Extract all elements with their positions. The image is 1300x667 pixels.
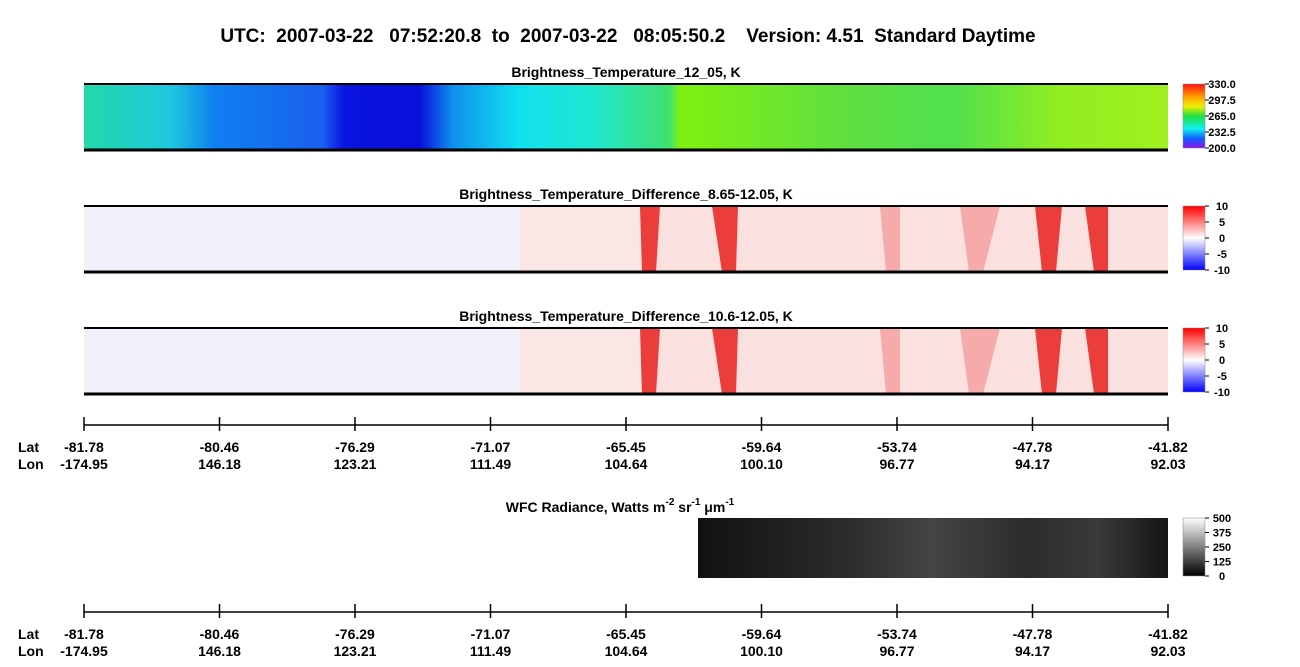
wfc-colorbar <box>1182 517 1206 577</box>
colorbar-tick-label: 0 <box>1219 571 1225 583</box>
colorbar-tick-label: 5 <box>1219 339 1225 351</box>
lon-value: 94.17 <box>1015 643 1050 659</box>
strip-region <box>520 206 650 272</box>
lon-value: 100.10 <box>740 456 783 472</box>
lon-value: 94.17 <box>1015 456 1050 472</box>
lat-value: -81.78 <box>64 626 104 642</box>
colorbar-tick-label: 10 <box>1216 201 1228 213</box>
lat-value: -71.07 <box>471 439 511 455</box>
panel-title: Brightness_Temperature_12_05, K <box>511 64 740 80</box>
lat-value: -59.64 <box>742 439 782 455</box>
colorbar-tick-label: 125 <box>1213 557 1231 569</box>
strip-image <box>84 84 1168 150</box>
lat-value: -76.29 <box>335 626 375 642</box>
colorbar-tick-label: -10 <box>1214 387 1230 399</box>
lon-value: -174.95 <box>60 456 108 472</box>
lat-value: -41.82 <box>1148 626 1188 642</box>
colorbar-tick-label: 265.0 <box>1208 111 1236 123</box>
colorbar-tick-label: 232.5 <box>1208 127 1236 139</box>
lon-value: 96.77 <box>879 643 914 659</box>
strip-feature <box>880 206 900 272</box>
lat-value: -81.78 <box>64 439 104 455</box>
strip-feature <box>1035 206 1062 272</box>
wfc-title-part: WFC Radiance, Watts m <box>506 499 666 515</box>
colorbar-tick-label: 250 <box>1213 542 1231 554</box>
colorbar-tick-label: 330.0 <box>1208 79 1236 91</box>
strip-feature <box>640 328 660 394</box>
wfc-image <box>698 518 1168 578</box>
lat-value: -65.45 <box>606 626 646 642</box>
lat-value: -80.46 <box>200 626 240 642</box>
strip-region <box>520 328 650 394</box>
colorbar <box>1182 205 1206 271</box>
colorbar-tick-label: 500 <box>1213 513 1231 525</box>
colorbar-tick-label: 10 <box>1216 323 1228 335</box>
colorbar-tick-label: -5 <box>1217 249 1227 261</box>
lat-label: Lat <box>18 439 39 455</box>
strip-feature <box>1085 328 1108 394</box>
wfc-title-sup: -2 <box>665 497 674 508</box>
lon-value: 146.18 <box>198 643 241 659</box>
colorbar <box>1182 327 1206 393</box>
wfc-title-sup: -1 <box>692 497 701 508</box>
lat-value: -76.29 <box>335 439 375 455</box>
lat-value: -41.82 <box>1148 439 1188 455</box>
lat-value: -65.45 <box>606 439 646 455</box>
lon-value: 100.10 <box>740 643 783 659</box>
lon-value: 111.49 <box>470 456 511 472</box>
lat-value: -47.78 <box>1013 626 1053 642</box>
lon-value: 111.49 <box>470 643 511 659</box>
strip-feature <box>960 328 1000 394</box>
strip-feature <box>880 328 900 394</box>
lon-value: 92.03 <box>1150 456 1185 472</box>
wfc-title-part: μm <box>700 499 725 515</box>
lon-value: 96.77 <box>879 456 914 472</box>
lon-value: 146.18 <box>198 456 241 472</box>
colorbar-tick-label: 0 <box>1219 233 1225 245</box>
lat-value: -71.07 <box>471 626 511 642</box>
lon-value: 104.64 <box>605 643 648 659</box>
strip-feature <box>960 206 1000 272</box>
lat-label: Lat <box>18 626 39 642</box>
lat-value: -47.78 <box>1013 439 1053 455</box>
colorbar-tick-label: 5 <box>1219 217 1225 229</box>
strip-feature <box>1085 206 1108 272</box>
lat-value: -80.46 <box>200 439 240 455</box>
strip-feature <box>640 206 660 272</box>
lon-value: 123.21 <box>334 456 377 472</box>
wfc-title-sup: -1 <box>725 497 734 508</box>
lon-label: Lon <box>18 643 44 659</box>
lon-label: Lon <box>18 456 44 472</box>
lat-value: -59.64 <box>742 626 782 642</box>
main-title: UTC: 2007-03-22 07:52:20.8 to 2007-03-22… <box>220 26 1035 47</box>
lon-value: 104.64 <box>605 456 648 472</box>
panel-title: Brightness_Temperature_Difference_8.65-1… <box>459 186 793 202</box>
colorbar-tick-label: 297.5 <box>1208 95 1236 107</box>
colorbar-tick-label: 0 <box>1219 355 1225 367</box>
colorbar-tick-label: 375 <box>1213 528 1231 540</box>
colorbar-tick-label: 200.0 <box>1208 143 1236 155</box>
wfc-title: WFC Radiance, Watts m-2 sr-1 μm-1 <box>506 497 735 515</box>
strip-feature <box>1035 328 1062 394</box>
colorbar-tick-label: -10 <box>1214 265 1230 277</box>
wfc-title-part: sr <box>674 499 692 515</box>
lat-value: -53.74 <box>877 439 917 455</box>
panel-title: Brightness_Temperature_Difference_10.6-1… <box>459 308 793 324</box>
lon-value: 123.21 <box>334 643 377 659</box>
strip-feature <box>712 328 738 394</box>
colorbar <box>1182 83 1206 149</box>
lon-value: 92.03 <box>1150 643 1185 659</box>
lat-value: -53.74 <box>877 626 917 642</box>
strip-feature <box>712 206 738 272</box>
lon-value: -174.95 <box>60 643 108 659</box>
colorbar-tick-label: -5 <box>1217 371 1227 383</box>
